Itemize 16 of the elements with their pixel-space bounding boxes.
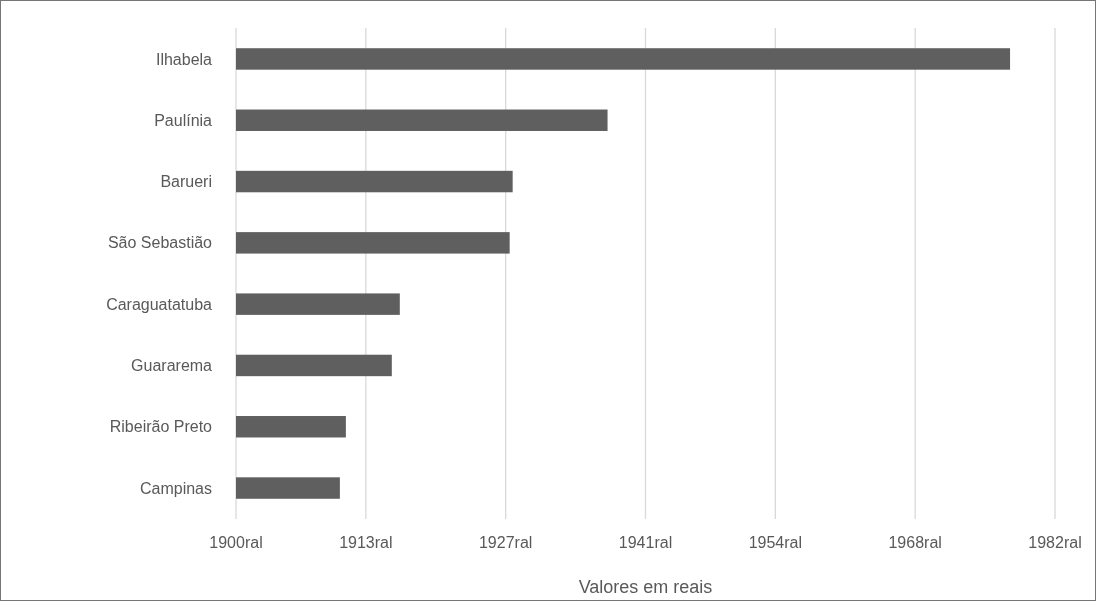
y-tick-label: Campinas [139,479,212,497]
y-tick-label: Ribeirão Preto [109,418,213,436]
y-tick-label: Caraguatatuba [106,295,213,313]
x-tick-label: 1927ral [478,534,533,551]
y-tick-label: São Sebastião [107,234,213,252]
x-axis-title: Valores em reais [578,577,713,597]
y-tick-label: Ilhabela [155,50,213,68]
y-tick-label: Barueri [160,173,212,191]
x-tick-label: 1954ral [748,534,803,551]
x-tick-label: 1900ral [209,534,263,551]
y-tick-label: Paulínia [154,111,213,129]
x-tick-label: 1982ral [1028,534,1082,551]
y-tick-label: Guararema [131,357,213,375]
x-tick-label: 1913ral [339,534,393,551]
x-tick-label: 1941ral [618,534,673,551]
x-tick-label: 1968ral [888,534,942,551]
